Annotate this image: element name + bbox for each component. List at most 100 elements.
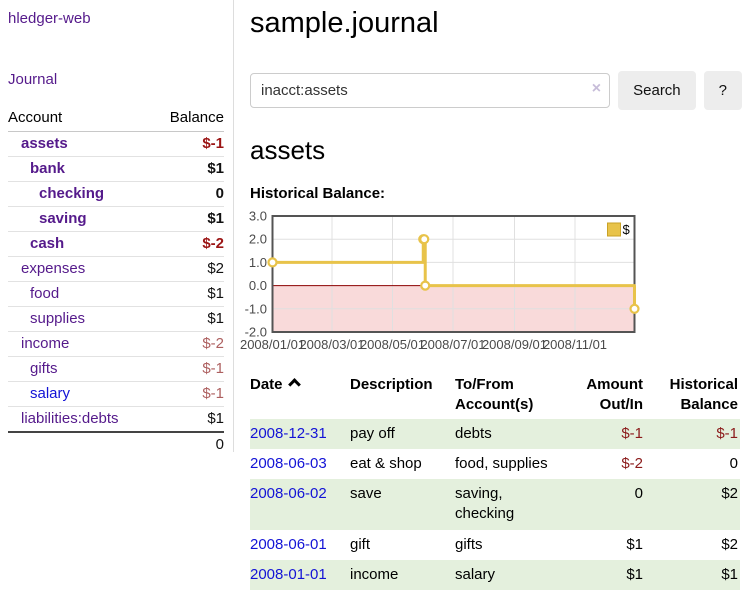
account-balance: $1 bbox=[152, 306, 224, 332]
account-link[interactable]: expenses bbox=[21, 260, 86, 277]
account-link[interactable]: checking bbox=[39, 185, 105, 202]
transaction-balance: 0 bbox=[729, 454, 738, 472]
accounts-col-account: Account bbox=[8, 105, 153, 132]
historical-balance-chart[interactable]: $3.0 2.0 1.0 0.0 -1.0 -2.02008/01/012008/03/0… bbox=[240, 209, 742, 356]
transaction-date-link[interactable]: 2008-06-01 bbox=[250, 535, 327, 553]
account-row: saving $1 bbox=[8, 206, 224, 232]
register-col-date[interactable]: Date bbox=[250, 373, 350, 419]
register-header-row: Date Description To/From Account(s) Amou… bbox=[250, 373, 740, 419]
y-tick-label: 3.0 bbox=[249, 209, 267, 224]
register-col-date-label: Date bbox=[250, 376, 283, 393]
transaction-date-link[interactable]: 2008-01-01 bbox=[250, 565, 327, 583]
help-button[interactable]: ? bbox=[703, 71, 742, 110]
account-balance: $-1 bbox=[152, 381, 224, 407]
x-tick-label: 2008/11/01 bbox=[543, 337, 607, 352]
account-link[interactable]: food bbox=[30, 285, 60, 302]
account-balance: 0 bbox=[152, 181, 224, 207]
transaction-accounts: debts bbox=[455, 424, 492, 442]
search-button[interactable]: Search bbox=[618, 71, 696, 110]
y-tick-label: -2.0 bbox=[245, 325, 267, 340]
chart-label: Historical Balance: bbox=[250, 185, 386, 202]
account-link[interactable]: cash bbox=[30, 235, 65, 252]
clear-search-icon[interactable]: × bbox=[591, 80, 602, 97]
account-heading: assets bbox=[250, 135, 326, 165]
x-tick-label: 2008/09/01 bbox=[482, 337, 547, 352]
account-balance: $1 bbox=[152, 406, 224, 433]
account-balance: $1 bbox=[152, 156, 224, 182]
search-input[interactable] bbox=[250, 73, 611, 108]
transaction-description: save bbox=[350, 485, 382, 503]
data-point-marker bbox=[419, 234, 430, 245]
x-tick-label: 2008/05/01 bbox=[360, 337, 425, 352]
account-link[interactable]: income bbox=[21, 335, 70, 352]
y-tick-label: -1.0 bbox=[245, 301, 267, 316]
account-link[interactable]: supplies bbox=[30, 310, 86, 327]
account-balance: $1 bbox=[152, 206, 224, 232]
transaction-row: 2008-06-03 eat & shop food, supplies $-2… bbox=[250, 449, 740, 479]
account-row: bank $1 bbox=[8, 156, 224, 182]
accounts-total-value: 0 bbox=[152, 431, 224, 457]
transaction-amount: $1 bbox=[626, 535, 643, 553]
transaction-accounts: food, supplies bbox=[455, 454, 548, 472]
account-row: income $-2 bbox=[8, 331, 224, 357]
transaction-date-link[interactable]: 2008-06-03 bbox=[250, 454, 327, 472]
account-row: expenses $2 bbox=[8, 256, 224, 282]
account-link[interactable]: saving bbox=[39, 210, 87, 227]
transaction-row: 2008-01-01 income salary $1 $1 bbox=[250, 559, 740, 590]
account-row: salary $-1 bbox=[8, 381, 224, 407]
main-content: sample.journal × Search ? assets Histori… bbox=[240, 0, 742, 590]
data-point-marker bbox=[267, 257, 278, 268]
account-row: cash $-2 bbox=[8, 231, 224, 257]
transaction-amount: $-2 bbox=[621, 454, 643, 472]
account-link[interactable]: salary bbox=[30, 385, 71, 402]
account-link[interactable]: assets bbox=[21, 135, 68, 152]
data-point-marker bbox=[420, 280, 431, 291]
transaction-amount: $-1 bbox=[621, 424, 643, 442]
transaction-date-link[interactable]: 2008-12-31 bbox=[250, 424, 327, 442]
chart-frame bbox=[271, 215, 636, 333]
transaction-accounts: gifts bbox=[455, 535, 483, 553]
transaction-balance: $-1 bbox=[716, 424, 738, 442]
account-row: supplies $1 bbox=[8, 306, 224, 332]
account-row: liabilities:debts $1 bbox=[8, 406, 224, 433]
legend-swatch bbox=[607, 222, 621, 237]
account-link[interactable]: bank bbox=[30, 160, 66, 177]
transaction-description: eat & shop bbox=[350, 454, 422, 472]
accounts-col-balance: Balance bbox=[152, 105, 224, 132]
transaction-description: income bbox=[350, 565, 399, 583]
account-row: gifts $-1 bbox=[8, 356, 224, 382]
account-balance: $-2 bbox=[152, 331, 224, 357]
register-col-balance: Historical Balance bbox=[669, 376, 738, 413]
x-tick-label: 2008/03/01 bbox=[299, 337, 364, 352]
x-tick-label: 2008/07/01 bbox=[420, 337, 485, 352]
transaction-row: 2008-12-31 pay off debts $-1 $-1 bbox=[250, 418, 740, 449]
account-balance: $-1 bbox=[152, 356, 224, 382]
chart-container: $3.0 2.0 1.0 0.0 -1.0 -2.0 2008/01/01 2008/03/0… bbox=[240, 209, 742, 356]
sidebar: hledger-web Journal Account Balance asse… bbox=[0, 0, 234, 457]
account-balance: $-2 bbox=[152, 231, 224, 257]
accounts-header-row: Account Balance bbox=[8, 105, 224, 132]
account-balance: $-1 bbox=[152, 131, 224, 157]
transaction-amount: $1 bbox=[626, 565, 643, 583]
app-title-link[interactable]: hledger-web bbox=[8, 10, 91, 27]
y-tick-label: 0.0 bbox=[249, 278, 267, 293]
transaction-date-link[interactable]: 2008-06-02 bbox=[250, 485, 327, 503]
transaction-amount: 0 bbox=[634, 485, 643, 503]
nav-journal-link[interactable]: Journal bbox=[8, 71, 58, 88]
transaction-balance: $2 bbox=[721, 535, 738, 553]
account-link[interactable]: gifts bbox=[30, 360, 58, 377]
transaction-row: 2008-06-02 save saving, checking 0 $2 bbox=[250, 479, 740, 530]
accounts-total-spacer bbox=[8, 431, 153, 457]
account-row: assets $-1 bbox=[8, 131, 224, 157]
accounts-table: Account Balance assets $-1 bank $1 check… bbox=[8, 105, 224, 457]
register-col-description: Description bbox=[350, 376, 433, 393]
search-bar: × Search ? bbox=[250, 71, 742, 110]
transaction-accounts: salary bbox=[455, 565, 496, 583]
page-title: sample.journal bbox=[250, 7, 439, 39]
register-table: Date Description To/From Account(s) Amou… bbox=[250, 373, 740, 590]
y-tick-label: 1.0 bbox=[249, 255, 267, 270]
account-link[interactable]: liabilities:debts bbox=[21, 410, 119, 427]
y-tick-label: 2.0 bbox=[249, 232, 267, 247]
data-point-marker bbox=[629, 303, 640, 314]
sidebar-nav: Journal bbox=[8, 71, 224, 88]
